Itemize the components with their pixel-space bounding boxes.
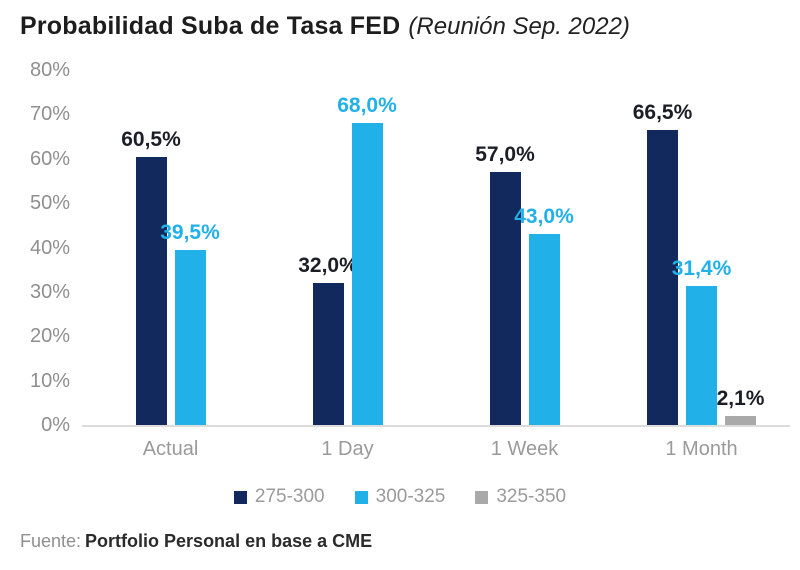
x-label-1-day: 1 Day — [321, 438, 374, 460]
legend-swatch-icon — [233, 490, 247, 504]
legend-swatch-icon — [475, 490, 489, 504]
bar-slot: 60,5% — [121, 128, 181, 425]
legend-label: 300-325 — [375, 486, 446, 507]
bar-value-label: 57,0% — [475, 143, 535, 167]
y-tick-80pct: 80% — [29, 59, 70, 81]
x-label-1-month: 1 Month — [665, 438, 738, 460]
legend-label: 325-350 — [496, 486, 567, 507]
bar-slot: 68,0% — [337, 94, 397, 425]
bar-275-300 — [312, 283, 344, 425]
bar-group-1-month: 66,5% 31,4% 2,1% — [613, 70, 790, 425]
bar-value-label: 39,5% — [160, 220, 220, 244]
page-title: Probabilidad Suba de Tasa FED — [20, 12, 401, 40]
chart-header: Probabilidad Suba de Tasa FED (Reunión Se… — [20, 12, 790, 41]
bar-slot: 31,4% — [672, 257, 731, 425]
legend-item-275-300: 275-300 — [233, 486, 325, 508]
bar-value-label: 32,0% — [298, 254, 358, 277]
source-text: Portfolio Personal en base a CME — [85, 531, 373, 551]
bar-slot: 66,5% — [633, 101, 692, 425]
y-axis: 0% 10% 20% 30% 40% 50% 60% 70% 80% — [8, 59, 70, 436]
bar-value-label: 68,0% — [337, 94, 397, 118]
legend-item-300-325: 300-325 — [354, 486, 446, 508]
bar-275-300 — [647, 129, 678, 425]
bar-value-label: 31,4% — [671, 256, 732, 280]
y-tick-60pct: 60% — [29, 147, 70, 170]
x-label-actual: Actual — [142, 438, 199, 460]
x-axis-labels: Actual 1 Day 1 Week 1 Month — [82, 438, 790, 461]
bar-275-300 — [489, 172, 521, 425]
plot-area: 60,5% 39,5% 32,0% 68,0% 57,0% 43,0% 66,5% 31,4%… — [82, 70, 790, 427]
bar-groups: 60,5% 39,5% 32,0% 68,0% 57,0% 43,0% 66,5% 31,4%… — [82, 70, 790, 425]
bar-slot: 43,0% — [514, 205, 574, 425]
bar-value-label: 66,5% — [632, 100, 693, 124]
bar-value-label: 2,1% — [716, 386, 765, 410]
bar-300-325 — [528, 234, 560, 425]
y-tick-50pct: 50% — [29, 192, 70, 215]
x-label-1-week: 1 Week — [490, 438, 559, 460]
bar-slot: 39,5% — [160, 221, 220, 425]
bar-value-label: 60,5% — [121, 127, 181, 151]
bar-group-1-week: 57,0% 43,0% — [436, 70, 613, 425]
source-note: Fuente: Portfolio Personal en base a CME — [20, 531, 372, 552]
y-tick-30pct: 30% — [29, 280, 70, 303]
bar-325-350 — [725, 415, 756, 425]
bar-300-325 — [686, 285, 717, 425]
bar-value-label: 43,0% — [514, 205, 574, 229]
y-tick-10pct: 10% — [29, 369, 70, 392]
y-tick-70pct: 70% — [29, 103, 70, 126]
y-tick-0pct: 0% — [41, 414, 70, 436]
y-tick-40pct: 40% — [29, 236, 70, 259]
source-prefix: Fuente: — [20, 531, 82, 551]
bar-300-325 — [351, 123, 383, 425]
legend-item-325-350: 325-350 — [475, 486, 566, 508]
legend-label: 275-300 — [254, 486, 325, 507]
bar-275-300 — [135, 156, 167, 425]
bar-group-actual: 60,5% 39,5% — [82, 70, 259, 425]
bar-group-1-day: 32,0% 68,0% — [259, 70, 436, 425]
bar-slot: 57,0% — [475, 143, 535, 425]
legend: 275-300 300-325 325-350 — [0, 486, 800, 508]
page-subtitle: (Reunión Sep. 2022) — [408, 13, 630, 40]
bar-300-325 — [174, 249, 206, 425]
bar-slot: 2,1% — [717, 387, 764, 425]
y-tick-20pct: 20% — [29, 325, 70, 348]
legend-swatch-icon — [354, 490, 368, 504]
bar-slot: 32,0% — [298, 254, 358, 425]
